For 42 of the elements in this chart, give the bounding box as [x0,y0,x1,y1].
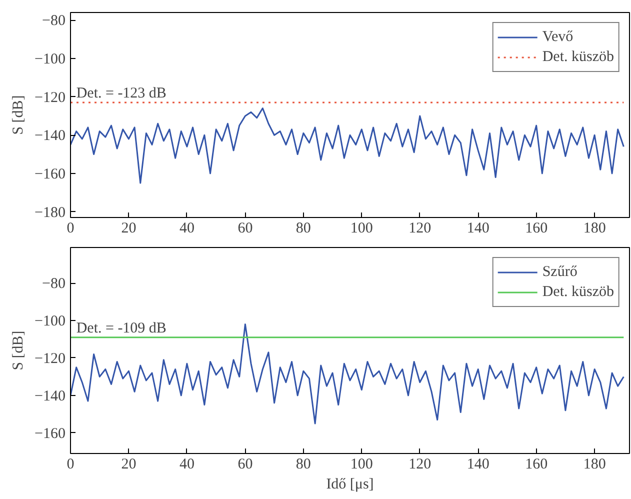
y-tick-label: −180 [34,204,66,221]
y-tick-label: −100 [34,314,66,330]
y-tick-label: −120 [34,90,66,106]
line-series [70,108,624,184]
x-tick-label: 100 [350,456,373,472]
x-tick-label: 40 [179,456,194,472]
x-tick-label: 0 [66,456,74,472]
y-tick-label: −160 [34,166,66,182]
x-tick-label: 140 [466,456,490,472]
y-axis-title: S [dB] [10,95,27,135]
y-tick-label: −140 [34,388,66,404]
x-tick-label: 20 [121,220,136,236]
y-tick-label: −160 [34,426,66,442]
x-tick-label: 140 [466,220,490,236]
y-tick-label: −120 [34,350,66,367]
x-tick-label: 80 [296,456,311,472]
x-tick-label: 40 [179,220,194,236]
x-tick-label: 60 [238,220,253,236]
x-tick-label: 160 [525,456,548,472]
y-tick-label: −80 [42,13,66,30]
x-tick-label: 180 [583,220,606,236]
x-tick-label: 0 [66,220,74,236]
legend-label: Szűrő [542,264,578,280]
x-axis-title: Idő [μs] [326,476,374,492]
y-tick-label: −140 [34,128,66,144]
x-tick-label: 120 [408,456,432,472]
x-tick-label: 120 [408,220,432,236]
x-tick-label: 80 [296,220,311,236]
x-tick-label: 20 [121,456,136,472]
y-tick-label: −80 [42,276,66,292]
legend-label: Vevő [542,28,574,46]
annotation: Det. = -109 dB [76,320,166,336]
legend-label: Det. küszöb [542,284,614,300]
x-tick-label: 100 [350,220,373,236]
y-tick-label: −100 [34,51,66,68]
x-tick-label: 160 [525,220,548,236]
annotation: Det. = -123 dB [76,86,166,102]
line-series [70,324,624,424]
legend-label: Det. küszöb [542,48,614,66]
x-tick-label: 180 [583,456,606,472]
y-axis-title: S [dB] [10,330,27,370]
x-tick-label: 60 [238,456,253,472]
